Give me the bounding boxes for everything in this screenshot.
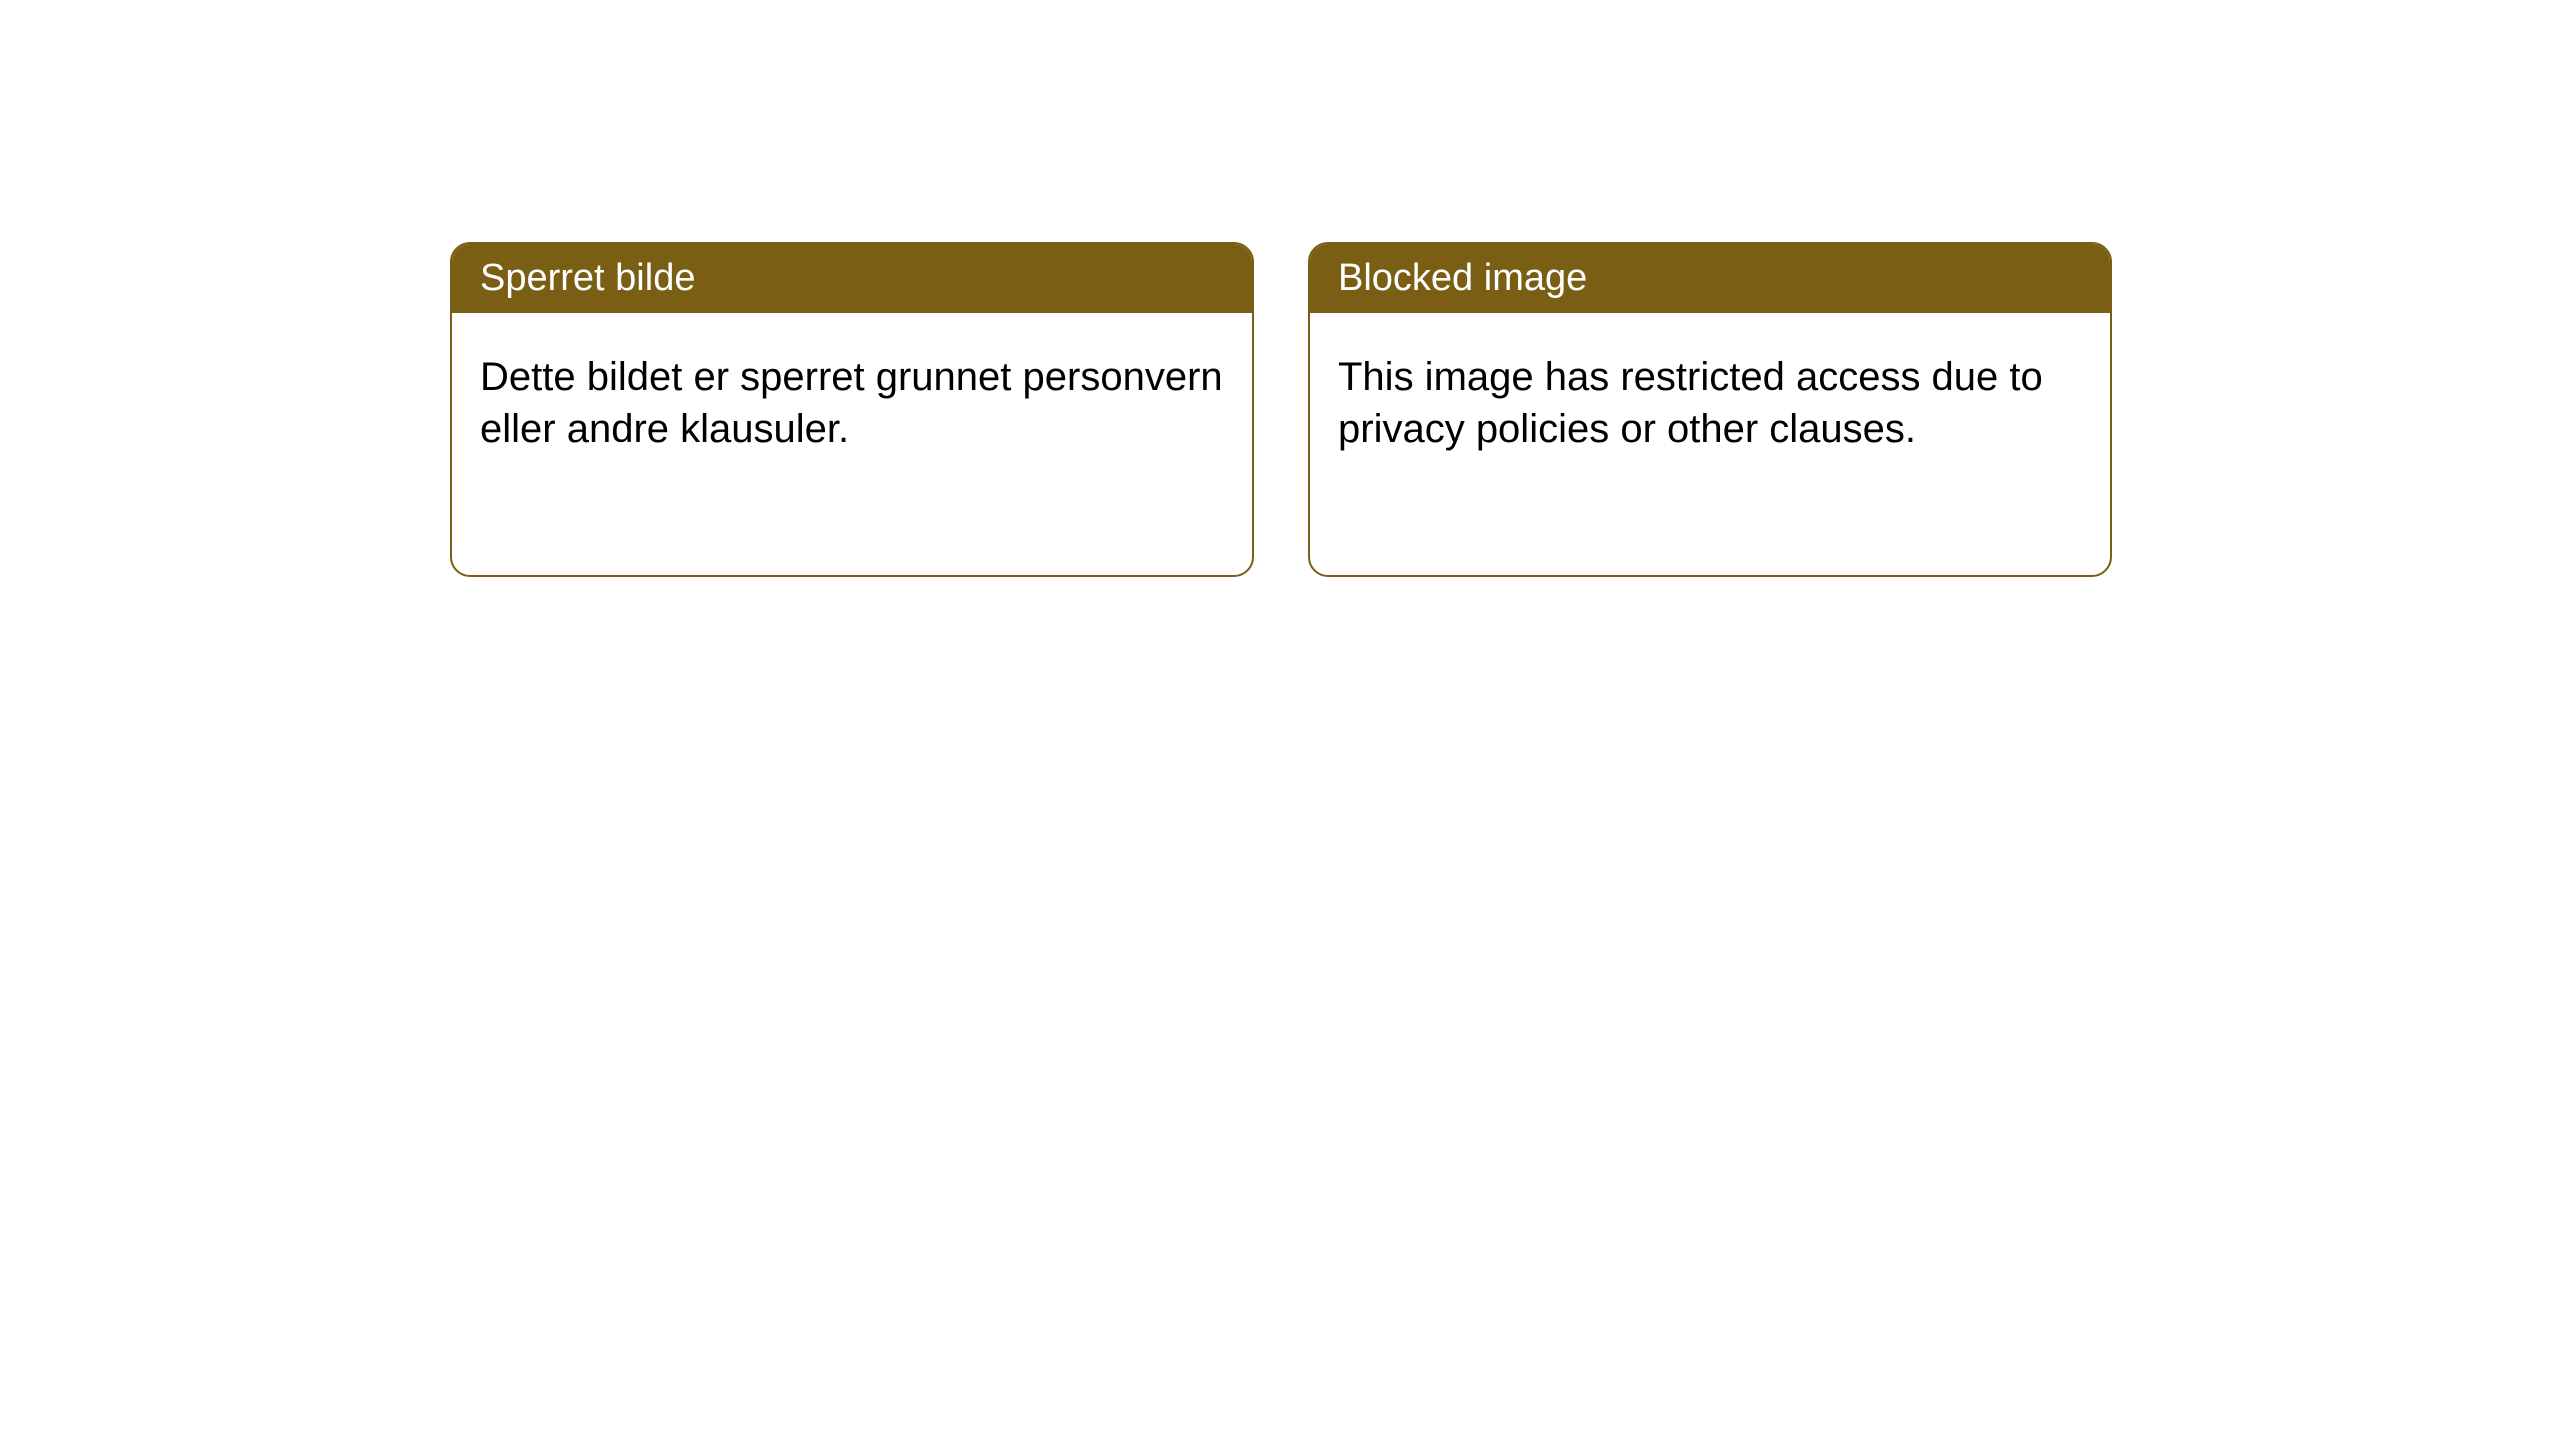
notice-header-english: Blocked image (1310, 244, 2110, 313)
notice-body-norwegian: Dette bildet er sperret grunnet personve… (452, 313, 1252, 483)
notice-card-norwegian: Sperret bilde Dette bildet er sperret gr… (450, 242, 1254, 577)
notice-body-english: This image has restricted access due to … (1310, 313, 2110, 483)
notice-header-norwegian: Sperret bilde (452, 244, 1252, 313)
notice-container: Sperret bilde Dette bildet er sperret gr… (450, 242, 2112, 577)
notice-card-english: Blocked image This image has restricted … (1308, 242, 2112, 577)
